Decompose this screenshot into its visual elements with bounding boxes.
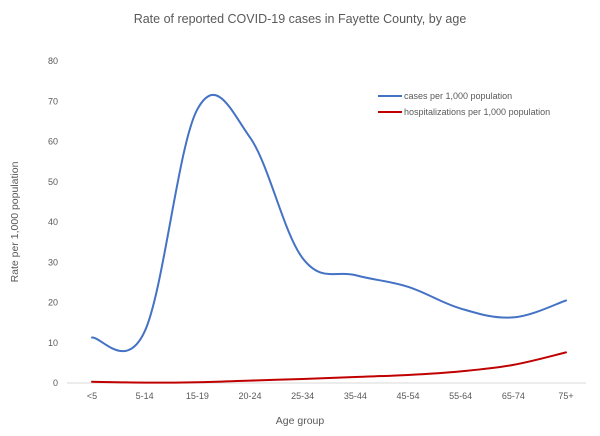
x-tick-label: 65-74 [502,391,525,401]
y-tick-label: 20 [48,298,58,308]
y-tick-label: 60 [48,137,58,147]
y-tick-label: 80 [48,56,58,66]
y-tick-label: 50 [48,177,58,187]
x-tick-label: 45-54 [396,391,419,401]
y-axis-ticks: 0 10 20 30 40 50 60 70 80 [48,56,58,388]
series-line-cases [91,93,567,353]
y-tick-label: 30 [48,257,58,267]
y-tick-label: 10 [48,338,58,348]
x-tick-label: 25-34 [291,391,314,401]
x-tick-label: 15-19 [186,391,209,401]
y-tick-label: 70 [48,96,58,106]
x-tick-label: 55-64 [449,391,472,401]
series-lines [91,93,567,384]
y-axis-label: Rate per 1,000 population [9,161,21,282]
x-tick-label: 5-14 [136,391,154,401]
chart-title: Rate of reported COVID-19 cases in Fayet… [134,12,467,26]
legend-entry: hospitalizations per 1,000 population [404,107,550,117]
x-tick-label: 35-44 [344,391,367,401]
y-tick-label: 40 [48,217,58,227]
legend: cases per 1,000 population hospitalizatio… [378,91,550,117]
x-axis-label: Age group [276,415,325,427]
x-tick-label: <5 [87,391,97,401]
x-tick-label: 20-24 [238,391,261,401]
series-line-hospitalizations [91,351,567,384]
legend-entry: cases per 1,000 population [404,91,512,101]
x-axis-ticks: <5 5-14 15-19 20-24 25-34 35-44 45-54 55-64 65-7… [87,391,574,401]
y-tick-label: 0 [53,378,58,388]
x-tick-label: 75+ [558,391,573,401]
